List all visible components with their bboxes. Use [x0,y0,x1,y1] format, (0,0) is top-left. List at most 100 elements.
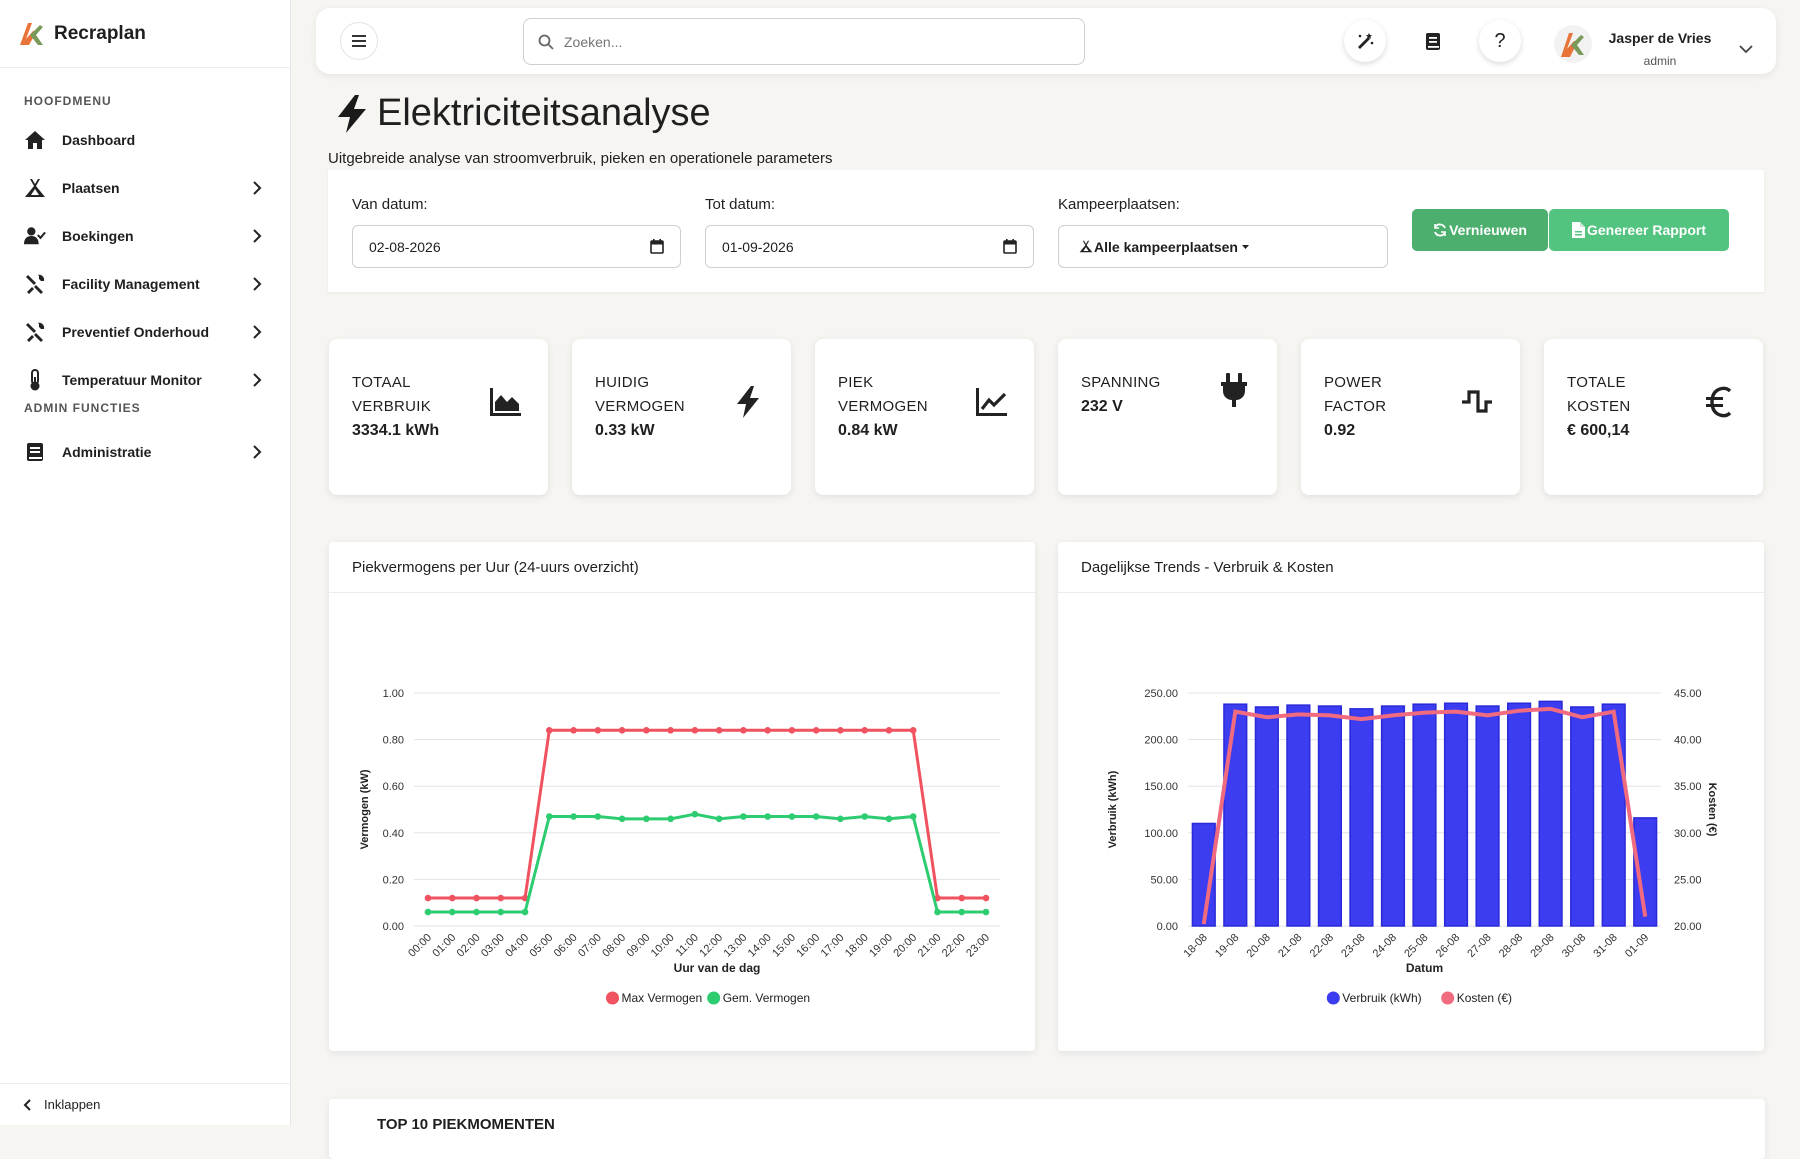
sidebar-item-temperatuur-monitor[interactable]: Temperatuur Monitor [0,356,290,404]
data-point [643,726,650,734]
data-point [667,726,674,734]
brand[interactable]: Recraplan [0,0,290,68]
x-tick-label: 01:00 [430,932,458,960]
file-pdf-icon [1571,222,1585,238]
book-icon [24,441,46,463]
x-tick-label: 18:00 [843,932,871,960]
y2-axis-label: Kosten (€) [1706,783,1718,837]
page-subtitle: Uitgebreide analyse van stroomverbruik, … [328,150,833,167]
x-tick-label: 16:00 [794,932,822,960]
stat-label-line2: FACTOR [1324,398,1387,415]
generate-report-button[interactable]: Genereer Rapport [1549,209,1729,251]
stat-label-line1: TOTAAL [352,374,411,391]
sidebar-item-label: Plaatsen [62,180,120,196]
stat-card-power-factor: POWER FACTOR 0.92 [1301,339,1520,495]
x-tick-label: 07:00 [576,932,604,960]
search-input[interactable] [564,33,1084,50]
stat-value: 3334.1 kWh [352,422,440,439]
user-menu[interactable]: Jasper de Vries admin [1553,18,1753,68]
sidebar-item-label: Temperatuur Monitor [62,372,202,388]
to-date-input[interactable]: 01-09-2026 [705,225,1034,268]
x-tick-label: 05:00 [527,932,555,960]
tools-icon [24,273,46,295]
refresh-button[interactable]: Vernieuwen [1412,209,1548,251]
collapse-label: Inklappen [44,1097,101,1112]
y-tick-label: 0.40 [383,828,404,840]
sidebar-item-label: Dashboard [62,132,136,148]
y-tick-label: 150.00 [1144,781,1178,793]
data-point [740,813,747,820]
chart-title: Dagelijkse Trends - Verbruik & Kosten [1058,542,1764,593]
sidebar-item-preventief-onderhoud[interactable]: Preventief Onderhoud [0,308,290,356]
sidebar-item-facility-management[interactable]: Facility Management [0,260,290,308]
sidebar-item-boekingen[interactable]: Boekingen [0,212,290,260]
question-icon: ? [1494,29,1506,52]
data-point [546,726,553,734]
search-icon [538,34,554,50]
stat-card-current-power: HUIDIG VERMOGEN 0.33 kW [572,339,791,495]
x-axis-label: Uur van de dag [674,961,761,975]
sidebar-item-dashboard[interactable]: Dashboard [0,116,290,164]
x-axis-label: Datum [1406,961,1443,975]
data-point [448,894,456,902]
data-point [764,813,771,820]
y-tick-label: 0.20 [383,874,404,886]
stat-card-voltage: SPANNING 232 V [1058,339,1277,495]
legend-swatch [606,991,619,1005]
bar [1254,706,1279,927]
data-point [788,726,796,734]
to-date-label: Tot datum: [705,196,776,213]
sidebar-item-administratie[interactable]: Administratie [0,428,290,476]
x-tick-label: 17:00 [819,932,847,960]
menu-toggle-button[interactable] [340,22,378,60]
magic-button[interactable] [1344,20,1386,62]
legend-swatch [1326,991,1340,1005]
app-name: Recraplan [54,22,146,44]
data-point [764,726,771,734]
x-tick-label: 12:00 [697,932,725,960]
data-point [424,908,432,916]
x-tick-label: 21-08 [1276,932,1304,960]
x-tick-label: 27-08 [1465,932,1493,960]
help-button[interactable]: ? [1479,20,1521,62]
data-point [982,908,990,916]
y2-tick-label: 30.00 [1674,828,1702,840]
logo-icon [20,22,43,45]
x-tick-label: 03:00 [479,932,507,960]
bar [1633,817,1658,927]
data-point [812,726,820,734]
sidebar-item-plaatsen[interactable]: Plaatsen [0,164,290,212]
bar [1506,702,1532,927]
calendar-icon[interactable] [650,239,664,254]
calendar-icon[interactable] [1003,239,1017,254]
chevron-right-icon [253,373,262,387]
stat-card-peak-power: PIEK VERMOGEN 0.84 kW [815,339,1034,495]
data-point [667,815,674,823]
chevron-right-icon [253,229,262,243]
docs-button[interactable] [1412,20,1454,62]
hamburger-icon [352,35,366,47]
y-tick-label: 0.60 [383,781,404,793]
stat-label-line2: VERMOGEN [838,398,928,415]
collapse-sidebar-button[interactable]: Inklappen [0,1083,290,1125]
chart-title: Piekvermogens per Uur (24-uurs overzicht… [329,542,1035,593]
from-date-value: 02-08-2026 [369,238,441,255]
peak-power-chart: 0.000.200.400.600.801.0000:0001:0002:000… [359,688,1000,1005]
data-point [885,815,893,823]
legend-label: Kosten (€) [1457,991,1512,1005]
x-tick-label: 20:00 [891,932,919,960]
x-tick-label: 14:00 [746,932,774,960]
data-point [497,894,505,902]
x-tick-label: 19:00 [867,932,895,960]
data-point [861,813,868,820]
sites-label: Kampeerplaatsen: [1058,196,1180,213]
bar [1601,703,1626,927]
chevron-left-icon [23,1098,31,1111]
wave-square-icon [1462,390,1492,413]
sidebar-item-label: Administratie [62,444,152,460]
y-axis-label: Verbruik (kWh) [1107,770,1119,848]
data-point [715,815,723,823]
sites-dropdown[interactable]: Alle kampeerplaatsen [1058,225,1388,268]
from-date-input[interactable]: 02-08-2026 [352,225,681,268]
bar [1475,705,1500,927]
